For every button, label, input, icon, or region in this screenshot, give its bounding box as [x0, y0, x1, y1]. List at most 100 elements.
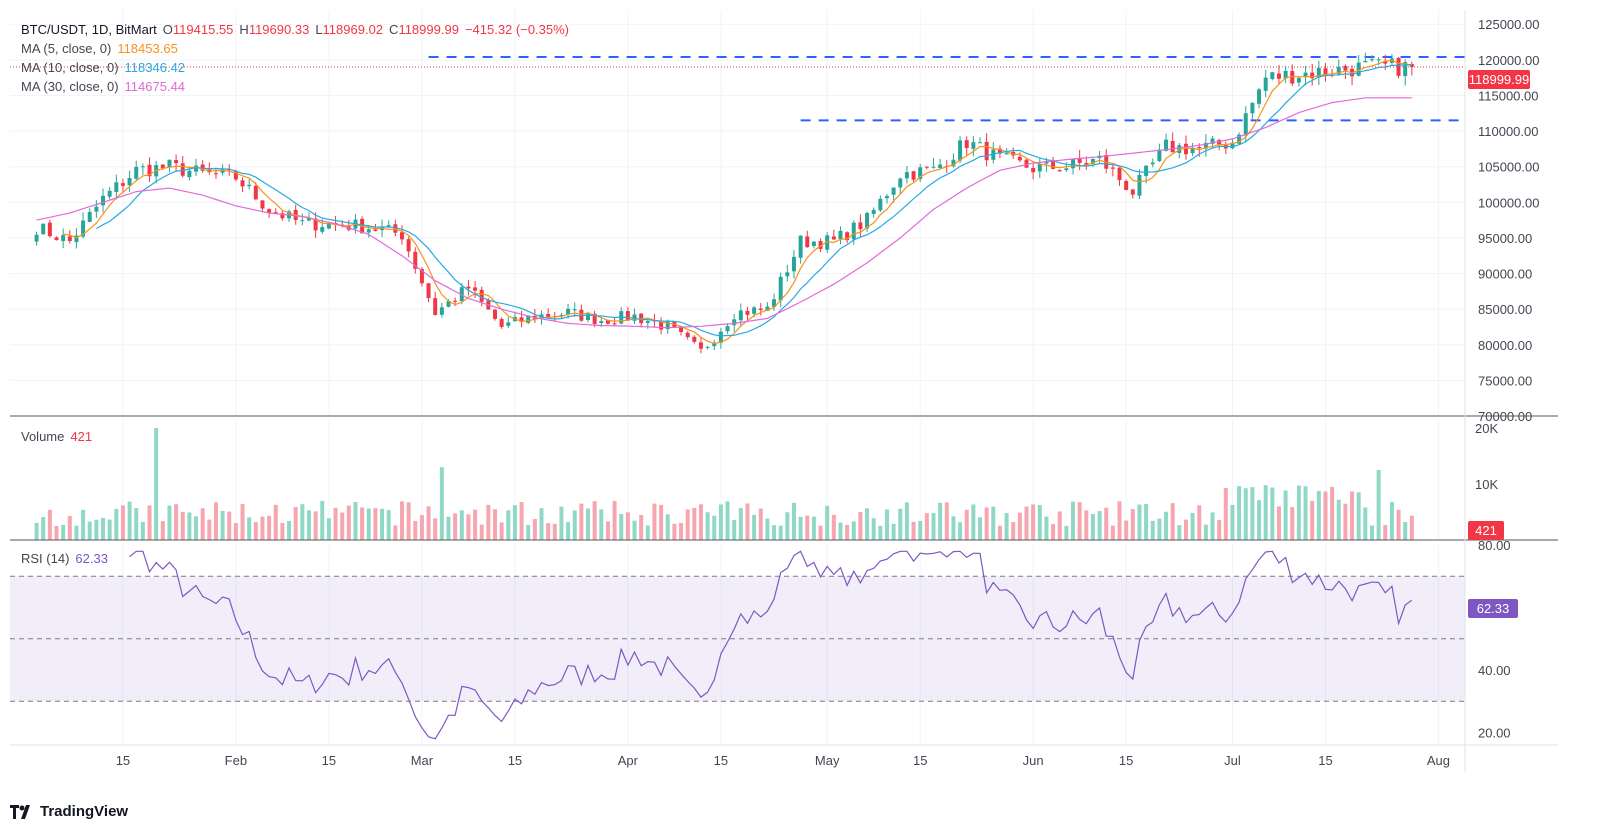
candle [74, 228, 79, 249]
candle [174, 154, 179, 171]
candle [406, 236, 411, 258]
volume-badge: 421 [1468, 521, 1504, 540]
candle-body [772, 299, 777, 307]
candle [114, 174, 119, 200]
candle [94, 200, 99, 218]
volume-bar [293, 507, 298, 540]
candle-body [625, 311, 630, 321]
candle [1316, 60, 1321, 86]
candle-body [951, 159, 956, 167]
candle-body [147, 164, 152, 177]
candle-body [1130, 189, 1135, 195]
candle-body [247, 184, 252, 187]
candle [984, 133, 989, 167]
time-tick-label: Jun [1023, 753, 1044, 768]
candle [1257, 88, 1262, 109]
volume-bar [340, 512, 345, 540]
candle [805, 230, 810, 248]
volume-bar [1296, 485, 1301, 540]
time-tick-label: 15 [508, 753, 522, 768]
candle [798, 235, 803, 264]
candle-body [1197, 147, 1202, 149]
tradingview-brand[interactable]: TradingView [10, 803, 128, 820]
rsi-legend: RSI (14) 62.33 [21, 549, 114, 568]
candle-body [1157, 149, 1162, 162]
candle-body [918, 167, 923, 180]
volume-bar [818, 525, 823, 540]
candle-body [34, 234, 39, 242]
volume-bar [1276, 506, 1281, 540]
candle-body [433, 298, 438, 315]
volume-bar [207, 519, 212, 540]
candle [931, 158, 936, 169]
candle [645, 320, 650, 329]
volume-bar [705, 512, 710, 540]
volume-bar [1037, 504, 1042, 540]
candle-body [1383, 60, 1388, 64]
volume-bar [101, 517, 106, 540]
candle-body [572, 309, 577, 311]
candle-body [406, 239, 411, 252]
candle-body [267, 209, 272, 213]
ma10-value: 118346.42 [124, 60, 186, 75]
volume-bar [253, 522, 258, 540]
candle [1343, 64, 1348, 80]
candle-body [1011, 151, 1016, 156]
candle-body [1263, 77, 1268, 91]
candle [34, 231, 39, 246]
candle [1137, 169, 1142, 200]
candle-body [499, 318, 504, 327]
candle-body [665, 321, 670, 330]
candle-body [506, 322, 511, 326]
candle [1323, 63, 1328, 82]
volume-bar [944, 502, 949, 540]
rsi-tick-label: 20.00 [1478, 726, 1511, 741]
candle-body [167, 159, 172, 168]
candle-body [260, 200, 265, 209]
volume-bar [247, 517, 252, 540]
volume-bar [373, 508, 378, 540]
volume-bar [213, 502, 218, 540]
candle-body [1084, 163, 1089, 165]
candle-body [858, 222, 863, 230]
candle [698, 337, 703, 354]
volume-bar [712, 515, 717, 540]
candle [1203, 134, 1208, 157]
volume-bar [1130, 509, 1135, 540]
volume-bar [120, 505, 125, 540]
volume-bar [898, 508, 903, 540]
volume-bar [194, 516, 199, 540]
candle [1150, 158, 1155, 168]
volume-bar [1157, 518, 1162, 540]
candle [1177, 142, 1182, 159]
candle-body [752, 307, 757, 314]
volume-bar [273, 504, 278, 540]
low-value: 118969.02 [322, 22, 384, 37]
volume-bar [399, 501, 404, 540]
candle-body [466, 286, 471, 289]
volume-bar [1330, 486, 1335, 540]
volume-bar [526, 525, 531, 540]
volume-bar [426, 506, 431, 540]
candle-body [74, 235, 79, 243]
candle [1223, 141, 1228, 155]
volume-bar [698, 504, 703, 540]
candle-body [1037, 164, 1042, 172]
candle-body [978, 142, 982, 144]
candle [725, 323, 730, 334]
candle-body [473, 287, 478, 291]
volume-legend: Volume 421 [21, 427, 98, 446]
volume-bar [878, 525, 883, 540]
volume-bar [732, 519, 737, 540]
volume-bar [486, 504, 491, 540]
volume-bar [1084, 510, 1089, 540]
candle [831, 229, 836, 240]
candle [67, 230, 72, 244]
volume-bar [519, 501, 524, 540]
volume-bar [798, 516, 803, 540]
volume-bar [1217, 519, 1222, 540]
volume-bar [1290, 507, 1295, 540]
candle-body [1177, 145, 1182, 153]
candle [904, 166, 909, 184]
